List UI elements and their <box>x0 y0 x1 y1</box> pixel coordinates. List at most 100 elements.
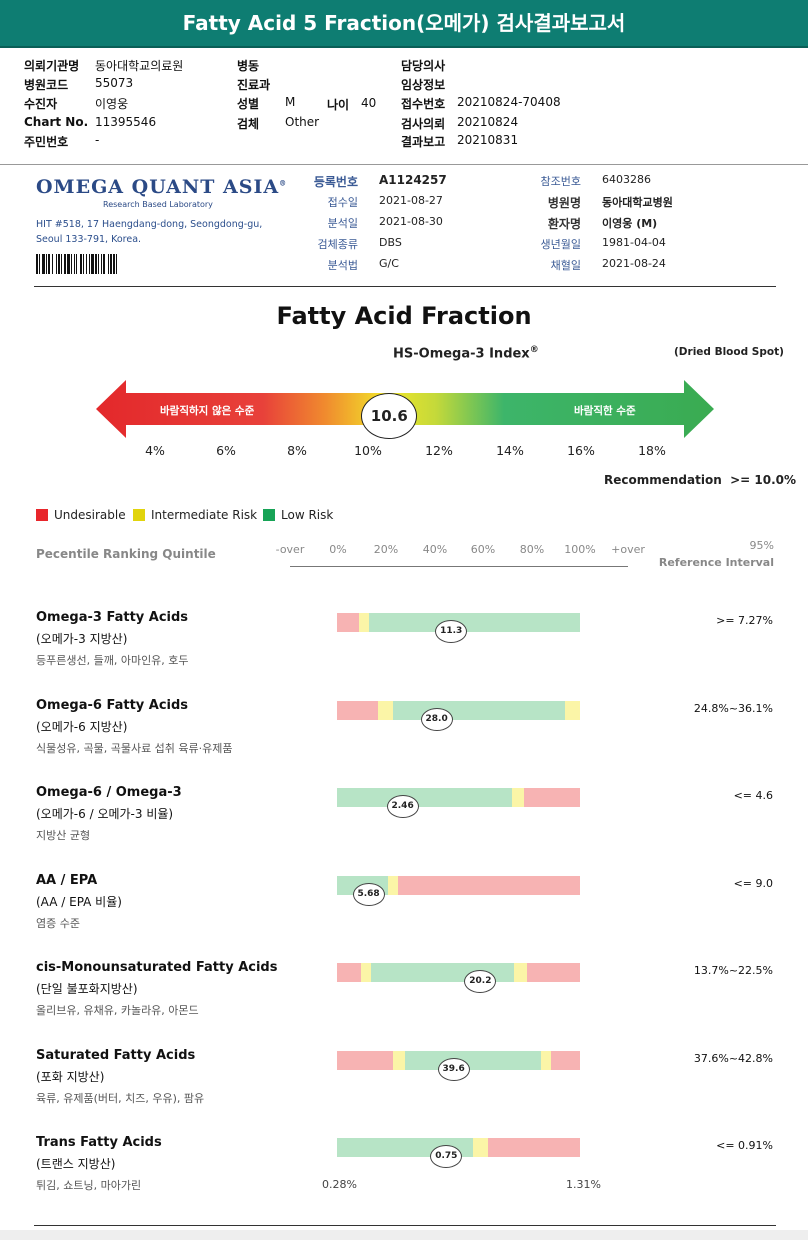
index-scale-tick: 18% <box>638 443 666 458</box>
header-mid-label: 검체 <box>237 117 260 131</box>
range-zone-y <box>511 788 525 807</box>
fatty-acid-fraction-title: Fatty Acid Fraction <box>276 302 532 330</box>
header-left-label: 병원코드 <box>24 78 69 92</box>
range-zone-y <box>541 1050 551 1070</box>
section-title: AA / EPA <box>36 872 98 888</box>
lab-info-left-value: G/C <box>379 257 399 270</box>
section-title: Omega-6 / Omega-3 <box>36 785 182 800</box>
barcode-icon <box>36 254 117 274</box>
report-title: Fatty Acid 5 Fraction(오메가) 검사결과보고서 <box>0 0 808 48</box>
range-zone-r <box>487 1138 580 1157</box>
section-food-sources: 염증 수준 <box>36 916 80 930</box>
section-reference-interval: 37.6%~42.8% <box>693 1051 773 1065</box>
header-left-label: 주민번호 <box>24 135 69 149</box>
section-korean-name: (포화 지방산) <box>36 1069 105 1084</box>
header-left-value: 11395546 <box>95 115 157 129</box>
section-korean-name: (오메가-6 지방산) <box>36 719 128 734</box>
legend-swatch-intermediate-risk <box>133 509 145 521</box>
section-reference-interval: >= 7.27% <box>716 614 773 627</box>
lab-info-left-value: A1124257 <box>379 173 447 187</box>
lab-info-right-value: 1981-04-04 <box>602 236 666 249</box>
range-zone-y <box>388 875 398 895</box>
lab-info-right-label: 생년월일 <box>540 238 581 251</box>
lab-divider <box>34 286 776 287</box>
header-right-value: 20210831 <box>457 133 519 147</box>
range-zone-g <box>337 788 512 807</box>
section-value-marker: 39.6 <box>437 1057 470 1081</box>
bar-min-label: 0.28% <box>322 1178 357 1191</box>
header-left-label: 의뢰기관명 <box>24 59 80 73</box>
section-title: Omega-3 Fatty Acids <box>36 610 189 625</box>
range-zone-y <box>514 963 527 982</box>
lab-info-right-label: 환자명 <box>547 217 581 231</box>
lab-info-left-label: 접수일 <box>327 196 358 209</box>
lab-logo: OMEGA QUANT ASIA® <box>36 176 288 198</box>
index-scale-tick: 12% <box>425 443 453 458</box>
index-scale-tick: 14% <box>496 443 524 458</box>
section-food-sources: 식물성유, 곡물, 곡물사료 섭취 육류·유제품 <box>36 741 233 755</box>
legend-label: Intermediate Risk <box>151 508 258 522</box>
section-value-marker: 5.68 <box>352 882 385 906</box>
section-range-bar <box>337 963 580 982</box>
footer-divider <box>34 1225 776 1226</box>
section-title: cis-Monounsaturated Fatty Acids <box>36 960 278 975</box>
arrow-right-text: 바람직한 수준 <box>574 405 636 417</box>
bar-max-label: 1.31% <box>566 1178 601 1191</box>
section-range-bar <box>337 613 580 632</box>
lab-info-right-value: 2021-08-24 <box>602 257 666 270</box>
section-reference-interval: 13.7%~22.5% <box>693 964 773 977</box>
header-left-value: 동아대학교의료원 <box>95 59 184 73</box>
section-food-sources: 올리브유, 유채유, 카놀라유, 아몬드 <box>36 1004 199 1017</box>
range-zone-y <box>565 700 580 720</box>
percentile-tick: -over <box>275 543 305 556</box>
header-left-value: 55073 <box>95 76 134 90</box>
header-divider <box>0 164 808 165</box>
section-food-sources: 지방산 균형 <box>36 829 91 842</box>
lab-info-left-label: 분석법 <box>327 259 358 272</box>
sample-type: (Dried Blood Spot) <box>674 346 784 358</box>
header-left-value: 이영웅 <box>95 97 129 111</box>
percentile-tick: 80% <box>519 543 545 556</box>
range-zone-g <box>392 700 566 720</box>
range-zone-y <box>361 963 372 982</box>
header-right-label: 임상정보 <box>401 78 446 92</box>
section-title: Trans Fatty Acids <box>36 1135 162 1150</box>
lab-logo-subtitle: Research Based Laboratory <box>103 200 213 209</box>
percentile-tick: 40% <box>422 543 448 556</box>
index-label: HS-Omega-3 Index® <box>393 345 539 362</box>
legend-swatch-undesirable <box>36 509 48 521</box>
reference-header-1: 95% <box>749 539 774 552</box>
range-zone-g <box>405 1050 542 1070</box>
header-right-value: 20210824 <box>457 115 519 129</box>
omega3-index-marker: 10.6 <box>361 393 418 439</box>
page-bottom <box>0 1230 808 1240</box>
section-title: Omega-6 Fatty Acids <box>36 697 189 713</box>
lab-info-left-label: 등록번호 <box>313 175 358 189</box>
section-korean-name: (오메가-3 지방산) <box>36 632 128 646</box>
header-mid-label: 병동 <box>237 59 260 73</box>
reference-header-2: Reference Interval <box>658 556 774 569</box>
lab-info-right-label: 채혈일 <box>550 259 581 272</box>
index-scale-tick: 8% <box>287 443 307 458</box>
range-zone-y <box>378 700 393 720</box>
lab-address-2: Seoul 133-791, Korea. <box>36 234 142 245</box>
section-value-marker: 28.0 <box>420 707 453 731</box>
lab-info-right-label: 참조번호 <box>540 175 581 188</box>
section-reference-interval: 24.8%~36.1% <box>693 701 773 715</box>
range-zone-g <box>368 613 580 632</box>
header-right-label: 검사의뢰 <box>401 117 446 131</box>
percentile-tick: 20% <box>373 543 399 556</box>
legend-swatch-low-risk <box>263 509 275 521</box>
lab-address-1: HIT #518, 17 Haengdang-dong, Seongdong-g… <box>36 219 263 230</box>
header-right-label: 결과보고 <box>401 135 446 149</box>
header-mid-value: Other <box>285 115 320 129</box>
lab-info-left-label: 검체종류 <box>317 238 358 251</box>
header-mid-value: M <box>285 95 296 109</box>
percentile-axis <box>290 566 628 567</box>
header-mid-label: 성별 <box>237 97 260 111</box>
percentile-tick: 60% <box>470 543 496 556</box>
age-label: 나이 <box>327 98 350 112</box>
section-range-bar <box>337 788 580 807</box>
section-korean-name: (오메가-6 / 오메가-3 비율) <box>36 807 174 821</box>
index-scale-tick: 4% <box>145 443 165 458</box>
